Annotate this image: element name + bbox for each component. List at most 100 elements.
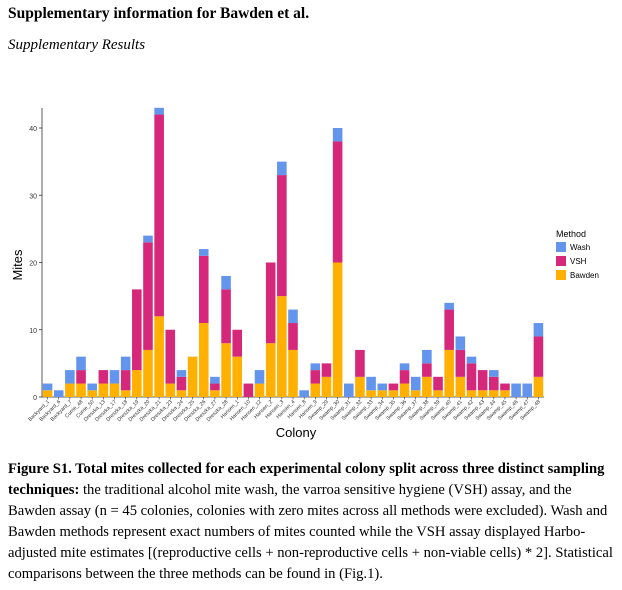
figure-caption-label: Figure S1. Total mites collected for eac… <box>8 461 605 498</box>
bar-segment-wash <box>109 370 120 384</box>
legend-swatch-vsh <box>556 256 566 266</box>
bar-segment-vsh <box>76 370 86 384</box>
bar-segment-wash <box>42 383 53 391</box>
bar-segment-bawden <box>489 390 499 397</box>
bar-segment-bawden <box>198 323 209 397</box>
bar-segment-vsh <box>533 336 544 377</box>
y-tick-label: 10 <box>29 328 37 335</box>
bar-segment-vsh <box>277 175 287 297</box>
bar-segment-bawden <box>399 383 410 397</box>
bar-segment-wash <box>221 275 231 290</box>
bar-segment-bawden <box>422 376 432 397</box>
bar-segment-vsh <box>321 363 332 377</box>
bar-segment-bawden <box>500 390 510 397</box>
bar-segment-vsh <box>154 114 164 317</box>
bar-segment-wash <box>377 383 388 391</box>
bar-segment-bawden <box>98 383 109 397</box>
bar-segment-vsh <box>198 255 209 324</box>
bar-segment-wash <box>533 323 544 337</box>
bar-segment-wash <box>120 356 131 371</box>
bar-segment-vsh <box>455 349 466 377</box>
y-tick-label: 0 <box>33 395 37 402</box>
y-tick-label: 30 <box>29 193 37 200</box>
bar-segment-bawden <box>288 349 298 397</box>
bar-segment-bawden <box>455 376 466 397</box>
bar-segment-bawden <box>377 390 388 397</box>
stacked-bar-chart: 0 10 20 30 40 Backyard_1Backyard_6Backyard_7… <box>10 107 599 440</box>
bar-segment-bawden <box>176 390 187 397</box>
bar-segment-bawden <box>210 390 220 397</box>
bar-segment-bawden <box>310 383 321 397</box>
supplementary-results-subheading: Supplementary Results <box>8 37 146 53</box>
bar-segment-vsh <box>288 323 298 350</box>
bar-segment-wash <box>143 235 153 243</box>
legend-swatch-wash <box>556 242 566 252</box>
bar-segment-bawden <box>388 390 399 397</box>
bar-segment-wash <box>254 370 265 384</box>
bar-segment-wash <box>511 383 521 397</box>
bar-segment-bawden <box>87 390 97 397</box>
bar-segment-vsh <box>210 383 220 391</box>
bar-segment-wash <box>332 128 343 142</box>
y-tick-label: 20 <box>29 261 37 268</box>
bar-segment-bawden <box>165 383 176 397</box>
bar-segment-wash <box>444 302 454 310</box>
bar-segment-bawden <box>265 343 276 397</box>
bar-segment-vsh <box>243 383 254 397</box>
bar-segment-wash <box>76 356 86 371</box>
bar-segment-vsh <box>388 383 399 391</box>
bar-segment-bawden <box>132 370 142 397</box>
bar-segment-bawden <box>477 390 488 397</box>
bar-segment-wash <box>489 370 499 377</box>
bar-segment-vsh <box>399 370 410 384</box>
y-axis-label: Mites <box>10 249 25 281</box>
bar-segment-vsh <box>120 370 131 391</box>
bar-segment-vsh <box>433 376 443 391</box>
bar-segment-bawden <box>366 390 376 397</box>
legend-swatch-bawden <box>556 270 566 280</box>
bar-segment-vsh <box>232 329 243 357</box>
bar-segment-wash <box>154 107 164 115</box>
bar-segment-vsh <box>221 289 231 344</box>
bar-segment-wash <box>343 383 354 397</box>
legend-label-vsh: VSH <box>570 257 587 266</box>
bar-segment-wash <box>176 370 187 377</box>
bar-segment-wash <box>198 249 209 256</box>
bar-segment-bawden <box>154 316 164 397</box>
bar-segment-vsh <box>477 370 488 391</box>
bar-segment-vsh <box>500 383 510 391</box>
bar-segment-bawden <box>433 390 443 397</box>
bar-segment-vsh <box>132 289 142 371</box>
legend-label-bawden: Bawden <box>570 271 599 280</box>
bar-segment-vsh <box>265 262 276 344</box>
bar-segment-vsh <box>355 349 365 377</box>
bar-segment-vsh <box>444 309 454 350</box>
chart-legend: Method Wash VSH Bawden <box>556 229 599 280</box>
bar-segment-wash <box>53 390 64 397</box>
bar-segment-bawden <box>76 383 86 397</box>
bar-segment-wash <box>455 336 466 350</box>
bar-segment-bawden <box>321 376 332 397</box>
chart-bars <box>42 107 544 398</box>
bar-segment-vsh <box>176 376 187 391</box>
bar-segment-wash <box>65 370 75 384</box>
bar-segment-bawden <box>254 383 265 397</box>
bar-segment-bawden <box>444 349 454 397</box>
bar-segment-wash <box>288 309 298 324</box>
legend-label-wash: Wash <box>570 243 590 252</box>
bar-segment-bawden <box>120 390 131 397</box>
bar-segment-wash <box>422 349 432 364</box>
bar-segment-bawden <box>143 349 153 397</box>
x-axis-label: Colony <box>276 425 317 440</box>
bar-segment-wash <box>366 376 376 391</box>
bar-segment-bawden <box>466 390 477 397</box>
supplementary-heading: Supplementary information for Bawden et … <box>8 5 310 22</box>
x-tick-labels: Backyard_1Backyard_6Backyard_7Currie_48C… <box>27 397 542 423</box>
y-tick-label: 40 <box>29 126 37 133</box>
bar-segment-wash <box>522 383 533 397</box>
bar-segment-vsh <box>466 363 477 391</box>
bar-segment-wash <box>210 376 220 384</box>
bar-segment-wash <box>310 363 321 371</box>
figure-caption-text: the traditional alcohol mite wash, the v… <box>8 482 613 582</box>
bar-segment-wash <box>410 376 421 391</box>
